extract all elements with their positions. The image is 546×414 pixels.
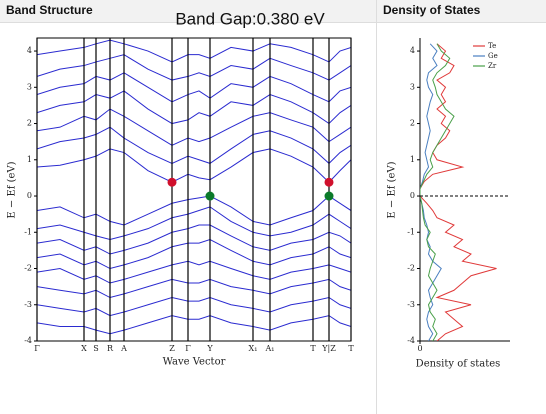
legend-label: Ge bbox=[488, 52, 498, 60]
x-tick-label: Y|Z bbox=[321, 344, 336, 353]
x-tick-label: 0 bbox=[417, 344, 422, 353]
band-edge-point bbox=[324, 177, 334, 187]
x-tick-label: X bbox=[81, 344, 87, 353]
dos-line bbox=[420, 43, 497, 341]
y-tick-label: 2 bbox=[410, 119, 415, 128]
y-tick-label: 3 bbox=[27, 82, 32, 91]
x-tick-label: Y bbox=[206, 344, 213, 353]
x-axis-label: Density of states bbox=[416, 359, 501, 370]
y-tick-label: -2 bbox=[407, 264, 415, 273]
y-tick-label: 0 bbox=[410, 191, 415, 200]
band-edge-point bbox=[205, 191, 215, 201]
y-tick-label: -3 bbox=[407, 300, 415, 309]
y-tick-label: 3 bbox=[410, 82, 415, 91]
y-tick-label: -1 bbox=[24, 227, 32, 236]
band-edge-point bbox=[324, 191, 334, 201]
x-tick-label: X₁ bbox=[249, 344, 258, 353]
x-tick-label: A₁ bbox=[265, 344, 275, 353]
x-tick-label: Γ bbox=[185, 344, 191, 353]
x-tick-label: T bbox=[310, 344, 316, 353]
y-tick-label: 0 bbox=[27, 191, 32, 200]
y-axis-label: E − Ef (eV) bbox=[7, 161, 18, 218]
y-tick-label: 4 bbox=[410, 46, 415, 55]
dos-line bbox=[420, 43, 442, 341]
y-tick-label: -1 bbox=[407, 227, 415, 236]
legend-label: Zr bbox=[488, 62, 497, 70]
x-tick-label: T bbox=[348, 344, 354, 353]
y-tick-label: -4 bbox=[24, 336, 32, 345]
x-tick-label: S bbox=[93, 344, 98, 353]
x-tick-label: R bbox=[107, 344, 114, 353]
dos-line bbox=[420, 43, 455, 341]
x-tick-label: Γ bbox=[34, 344, 40, 353]
legend-label: Te bbox=[488, 42, 496, 50]
y-tick-label: 4 bbox=[27, 46, 32, 55]
band-gap-title: Band Gap:0.380 eV bbox=[175, 9, 325, 28]
x-axis-label: Wave Vector bbox=[163, 357, 226, 368]
y-tick-label: -2 bbox=[24, 264, 32, 273]
panel-title: Band Structure bbox=[6, 3, 93, 17]
panel-title: Density of States bbox=[383, 3, 481, 17]
y-tick-label: 2 bbox=[27, 119, 32, 128]
y-tick-label: 1 bbox=[27, 155, 32, 164]
y-tick-label: 1 bbox=[410, 155, 415, 164]
header-bar bbox=[0, 0, 546, 22]
x-tick-label: Z bbox=[169, 344, 175, 353]
x-tick-label: A bbox=[120, 344, 127, 353]
y-axis-label: E − Ef (eV) bbox=[387, 161, 398, 218]
band-edge-point bbox=[167, 177, 177, 187]
y-tick-label: -3 bbox=[24, 300, 32, 309]
y-tick-label: -4 bbox=[407, 336, 415, 345]
